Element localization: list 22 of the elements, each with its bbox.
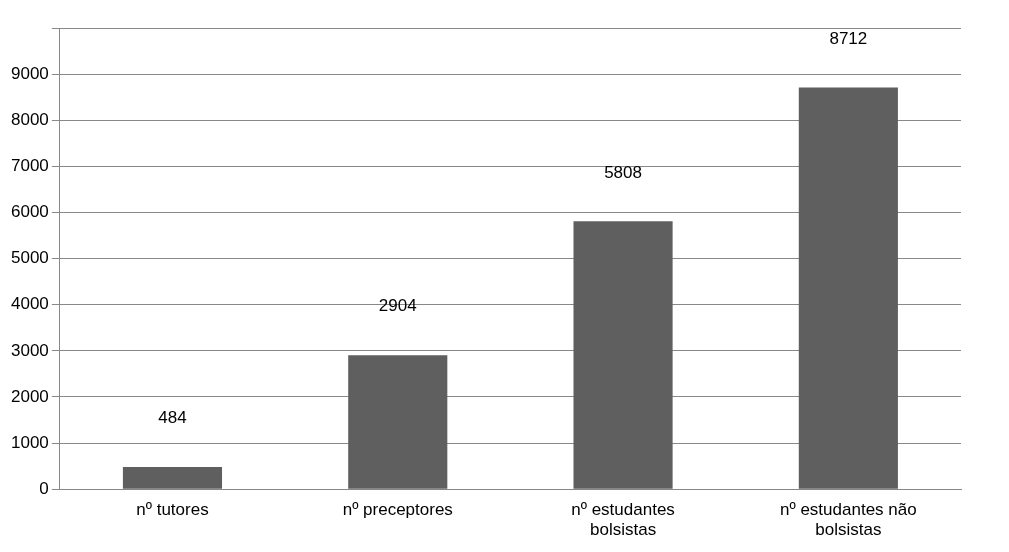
y-tick-label: 4000	[10, 294, 49, 314]
y-tick-label: 5000	[10, 248, 49, 268]
data-label: 2904	[378, 296, 417, 316]
y-tick-label: 3000	[10, 340, 49, 360]
y-tick-label: 8000	[10, 109, 49, 129]
data-label: 484	[158, 408, 187, 428]
bar	[798, 87, 898, 489]
y-tick-label: 2000	[10, 386, 49, 406]
y-tick-label: 0	[39, 478, 49, 498]
y-tick-label: 7000	[10, 156, 49, 176]
y-tick-label: 9000	[10, 63, 49, 83]
x-tick-label: nº estudantes bolsistas	[571, 500, 675, 540]
x-tick-label: nº tutores	[136, 500, 209, 520]
bar	[348, 355, 448, 489]
x-tick-label: nº estudantes não bolsistas	[780, 500, 917, 540]
data-label: 5808	[604, 162, 642, 182]
bar	[122, 466, 223, 489]
y-tick-label: 1000	[10, 432, 49, 452]
y-tick-label: 6000	[10, 202, 49, 222]
data-label: 8712	[829, 28, 868, 48]
x-tick-label: nº preceptores	[342, 500, 453, 520]
bar	[573, 221, 673, 489]
